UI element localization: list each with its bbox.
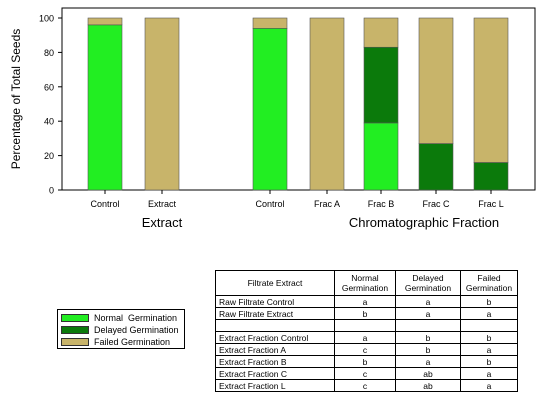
group-label-extract: Extract xyxy=(142,215,183,230)
bar-segment-failed xyxy=(309,17,345,191)
cell-normal: c xyxy=(334,343,396,356)
cell-failed: a xyxy=(460,379,518,392)
row-name: Extract Fraction L xyxy=(215,379,335,392)
cell-failed xyxy=(460,319,518,332)
bar-segment-normal xyxy=(363,122,399,191)
bar-segment-delayed xyxy=(418,143,454,191)
plot-frame xyxy=(61,7,536,191)
bar-segment-delayed xyxy=(473,162,509,191)
table-row: Raw Filtrate Extract b a a xyxy=(215,307,518,320)
bar-segment-delayed xyxy=(363,46,399,124)
x-axis: Control Extract Control Frac A Frac B Frac C F… xyxy=(90,190,504,209)
y-axis: 0 20 40 60 80 100 xyxy=(39,14,62,196)
legend-label-failed: Failed Germination xyxy=(94,337,171,347)
header-delayed-germination: Delayed Germination xyxy=(395,270,461,296)
cell-failed: b xyxy=(460,355,518,368)
legend-swatch-failed xyxy=(61,338,89,346)
legend-item-failed: Failed Germination xyxy=(61,336,184,348)
cell-normal: b xyxy=(334,307,396,320)
bar-segment-failed xyxy=(363,17,399,48)
table-row: Extract Fraction A c b a xyxy=(215,343,518,356)
header-normal-germination: Normal Germination xyxy=(334,270,396,296)
legend-swatch-normal xyxy=(61,314,89,322)
row-name: Extract Fraction C xyxy=(215,367,335,380)
cell-delayed: a xyxy=(395,295,461,308)
legend-item-normal: Normal Germination xyxy=(61,312,184,324)
bar-segment-failed xyxy=(252,17,288,29)
row-name: Raw Filtrate Extract xyxy=(215,307,335,320)
table-row: Extract Fraction L c ab a xyxy=(215,379,518,392)
cell-failed: b xyxy=(460,295,518,308)
germination-chart: 0 20 40 60 80 100 Control Extract Control Frac A… xyxy=(9,7,536,230)
row-name: Extract Fraction A xyxy=(215,343,335,356)
table-row-spacer xyxy=(215,319,518,332)
chart-legend: Normal Germination Delayed Germination F… xyxy=(57,309,185,349)
y-tick-label: 0 xyxy=(49,186,54,196)
x-tick-label: Frac B xyxy=(368,199,395,209)
cell-delayed: b xyxy=(395,331,461,344)
bar-segment-failed xyxy=(473,17,509,163)
y-tick-label: 60 xyxy=(44,82,54,92)
table-row: Extract Fraction Control a b b xyxy=(215,331,518,344)
cell-normal: a xyxy=(334,331,396,344)
row-name xyxy=(215,319,335,332)
statistics-table: Filtrate Extract Normal Germination Dela… xyxy=(215,270,518,392)
row-name: Extract Fraction B xyxy=(215,355,335,368)
header-filtrate-extract: Filtrate Extract xyxy=(215,270,335,296)
y-tick-label: 40 xyxy=(44,117,54,127)
bar-segment-normal xyxy=(252,28,288,191)
x-tick-label: Control xyxy=(255,199,284,209)
cell-normal xyxy=(334,319,396,332)
table-row: Raw Filtrate Control a a b xyxy=(215,295,518,308)
y-tick-label: 20 xyxy=(44,151,54,161)
bar-segment-failed xyxy=(418,17,454,144)
cell-delayed: a xyxy=(395,307,461,320)
x-tick-label: Frac C xyxy=(423,199,451,209)
group-label-chromatographic-fraction: Chromatographic Fraction xyxy=(349,215,499,230)
cell-delayed: ab xyxy=(395,367,461,380)
bar-segment-normal xyxy=(87,24,123,191)
x-tick-label: Control xyxy=(90,199,119,209)
cell-failed: a xyxy=(460,307,518,320)
cell-delayed: b xyxy=(395,343,461,356)
y-tick-label: 80 xyxy=(44,48,54,58)
cell-normal: b xyxy=(334,355,396,368)
table-row: Extract Fraction C c ab a xyxy=(215,367,518,380)
row-name: Extract Fraction Control xyxy=(215,331,335,344)
y-tick-label: 100 xyxy=(39,14,54,24)
legend-item-delayed: Delayed Germination xyxy=(61,324,184,336)
bars xyxy=(87,17,509,191)
cell-failed: b xyxy=(460,331,518,344)
x-tick-label: Frac A xyxy=(314,199,340,209)
y-axis-label: Percentage of Total Seeds xyxy=(9,29,23,170)
x-tick-label: Extract xyxy=(148,199,177,209)
cell-normal: c xyxy=(334,367,396,380)
cell-delayed xyxy=(395,319,461,332)
legend-label-normal: Normal Germination xyxy=(94,313,178,323)
table-header-row: Filtrate Extract Normal Germination Dela… xyxy=(215,270,518,296)
cell-normal: a xyxy=(334,295,396,308)
bar-segment-failed xyxy=(144,17,180,191)
x-tick-label: Frac L xyxy=(478,199,504,209)
cell-failed: a xyxy=(460,367,518,380)
cell-failed: a xyxy=(460,343,518,356)
cell-delayed: a xyxy=(395,355,461,368)
row-name: Raw Filtrate Control xyxy=(215,295,335,308)
bar-segment-failed xyxy=(87,17,123,26)
legend-swatch-delayed xyxy=(61,326,89,334)
header-failed-germination: Failed Germination xyxy=(460,270,518,296)
legend-label-delayed: Delayed Germination xyxy=(94,325,179,335)
cell-delayed: ab xyxy=(395,379,461,392)
table-row: Extract Fraction B b a b xyxy=(215,355,518,368)
cell-normal: c xyxy=(334,379,396,392)
